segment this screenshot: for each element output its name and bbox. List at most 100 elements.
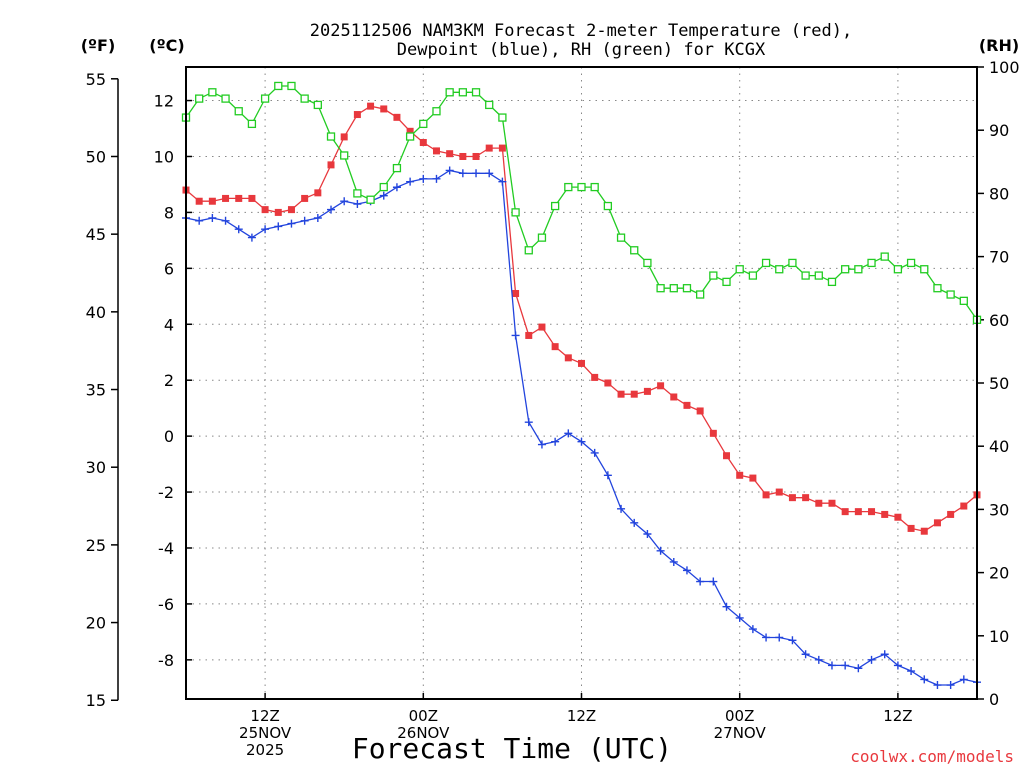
series-0-point-58 xyxy=(947,510,955,518)
series-0-point-16 xyxy=(393,113,401,121)
series-1-point-7 xyxy=(274,222,283,231)
series-0 xyxy=(182,102,981,535)
series-0-point-5 xyxy=(248,194,256,202)
series-0-point-30 xyxy=(578,359,585,367)
series-1-point-30 xyxy=(577,437,586,446)
series-0-point-35 xyxy=(643,387,651,395)
series-1-point-15 xyxy=(379,191,388,200)
series-0-point-39 xyxy=(696,407,704,415)
x-tick-label-4-0: 12Z xyxy=(883,707,912,725)
series-0-point-2 xyxy=(208,197,216,205)
series-0-point-23 xyxy=(485,144,493,152)
c-tick-label-8: -4 xyxy=(158,539,174,558)
series-1-point-28 xyxy=(551,437,560,446)
series-1-point-46 xyxy=(788,636,797,645)
series-1-point-38 xyxy=(682,566,691,575)
series-2-point-42 xyxy=(735,265,744,274)
series-2-point-6 xyxy=(260,94,270,103)
series-2-point-36 xyxy=(656,284,665,293)
series-2-point-8 xyxy=(287,81,296,91)
series-2-point-12 xyxy=(340,151,349,160)
rh-tick-label-9: 10 xyxy=(989,627,1009,646)
rh-tick-label-8: 20 xyxy=(989,564,1009,583)
series-0-point-52 xyxy=(868,508,876,516)
series-0-point-14 xyxy=(367,102,375,110)
c-tick-label-5: 2 xyxy=(164,371,174,390)
rh-tick-label-1: 90 xyxy=(989,121,1009,140)
series-2-point-43 xyxy=(748,271,758,280)
series-0-point-41 xyxy=(723,452,731,460)
series-2-point-59 xyxy=(959,296,968,305)
series-2-point-55 xyxy=(906,258,916,268)
series-1-point-4 xyxy=(234,225,243,234)
series-0-point-12 xyxy=(340,133,348,141)
series-1-point-22 xyxy=(472,169,481,178)
series-2 xyxy=(181,81,982,324)
series-0-point-8 xyxy=(287,206,295,214)
series-0-point-47 xyxy=(802,494,810,502)
series-0-point-29 xyxy=(564,354,572,362)
series-2-point-10 xyxy=(313,100,322,110)
rh-tick-label-6: 40 xyxy=(989,437,1009,456)
series-2-point-24 xyxy=(498,113,507,122)
series-2-point-15 xyxy=(379,182,388,192)
f-tick-label-3: 40 xyxy=(86,303,106,322)
series-2-point-52 xyxy=(867,258,876,268)
grid-lines xyxy=(186,67,977,699)
chart-title-line-2: Dewpoint (blue), RH (green) for KCGX xyxy=(397,40,766,60)
series-2-point-51 xyxy=(854,265,863,274)
series-0-point-59 xyxy=(960,502,968,510)
x-tick-label-3-0: 00Z xyxy=(725,707,754,725)
series-2-point-31 xyxy=(590,182,599,192)
series-2-point-27 xyxy=(537,233,547,242)
f-tick-label-6: 25 xyxy=(86,536,106,555)
series-1-point-24 xyxy=(498,177,507,186)
series-2-point-46 xyxy=(788,258,797,268)
series-2-point-50 xyxy=(841,265,850,274)
series-1-point-49 xyxy=(827,661,836,670)
f-tick-label-5: 30 xyxy=(86,458,106,477)
series-2-point-7 xyxy=(274,81,283,91)
series-1-point-9 xyxy=(300,216,309,225)
series-1-point-45 xyxy=(775,633,784,642)
series-1-point-12 xyxy=(340,197,349,206)
x-tick-label-1-0: 00Z xyxy=(409,707,438,725)
series-2-point-38 xyxy=(682,284,692,293)
credit-text: coolwx.com/models xyxy=(850,747,1014,766)
series-2-point-37 xyxy=(669,284,678,293)
series-0-point-51 xyxy=(854,508,862,516)
series-2-point-16 xyxy=(392,163,402,173)
rh-tick-label-5: 50 xyxy=(989,374,1009,393)
series-1-point-16 xyxy=(392,183,401,192)
c-tick-label-1: 10 xyxy=(154,147,174,166)
series-0-point-45 xyxy=(775,488,783,496)
series-0-point-20 xyxy=(446,150,454,158)
series-1-point-41 xyxy=(722,602,731,611)
series-2-point-56 xyxy=(920,265,929,274)
f-tick-label-0: 55 xyxy=(86,70,106,89)
series-0-point-56 xyxy=(920,527,928,535)
rh-tick-label-3: 70 xyxy=(989,248,1009,267)
x-tick-label-1-1: 26NOV xyxy=(397,724,450,742)
series-0-point-13 xyxy=(353,111,361,119)
series-line-2 xyxy=(185,85,978,321)
series-2-point-2 xyxy=(208,88,217,97)
f-tick-label-7: 20 xyxy=(86,614,106,633)
series-2-point-47 xyxy=(801,271,810,280)
series-0-point-3 xyxy=(222,194,230,202)
series-1-point-39 xyxy=(696,577,705,586)
series-2-point-18 xyxy=(419,119,428,129)
series-0-point-11 xyxy=(327,161,335,169)
series-0-point-28 xyxy=(551,343,559,351)
rh-tick-label-4: 60 xyxy=(989,311,1009,330)
series-0-point-44 xyxy=(762,491,770,499)
series-1-point-8 xyxy=(287,219,296,228)
series-1-point-20 xyxy=(445,166,454,175)
series-0-point-54 xyxy=(894,513,902,521)
series-0-point-24 xyxy=(498,144,506,152)
chart-title-line-1: 2025112506 NAM3KM Forecast 2-meter Tempe… xyxy=(310,21,852,41)
series-0-point-25 xyxy=(512,290,520,298)
series-1-point-56 xyxy=(920,675,929,684)
